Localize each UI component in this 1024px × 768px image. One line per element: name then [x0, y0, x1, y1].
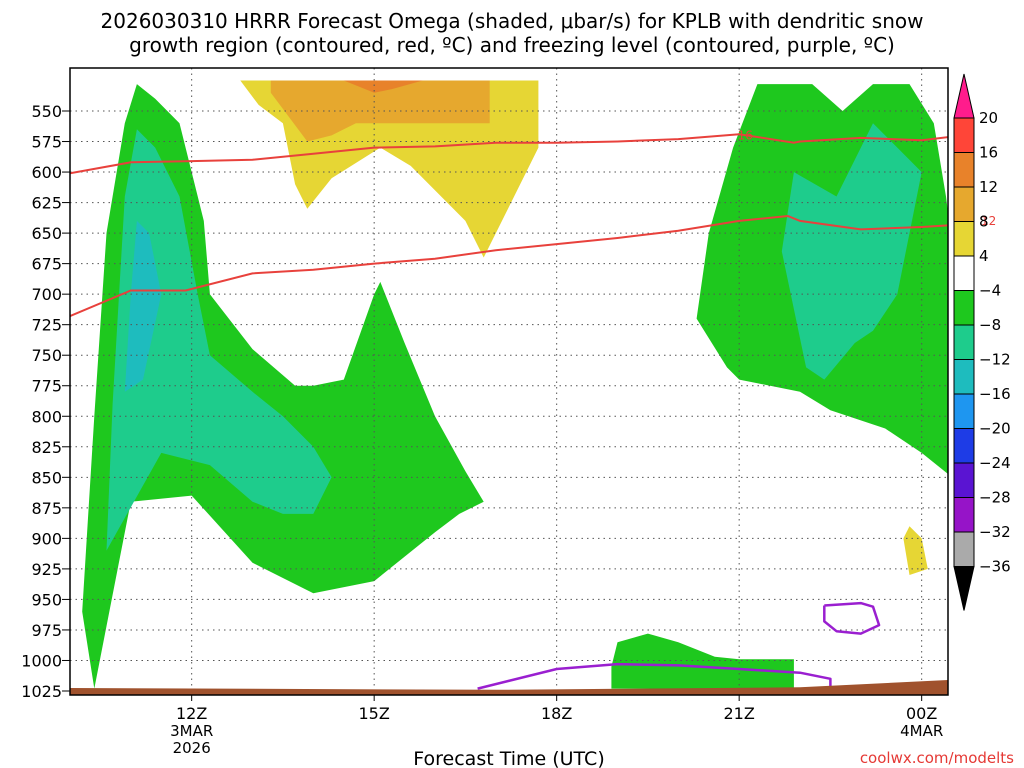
colorbar-label-7: −12	[979, 351, 1011, 369]
y-tick-label-850: 850	[31, 468, 62, 487]
colorbar-label-4: 4	[979, 247, 989, 265]
dotted-grid	[70, 68, 948, 695]
omega-shading	[82, 80, 1024, 689]
chart-title-line-1: 2026030310 HRRR Forecast Omega (shaded, …	[101, 9, 924, 33]
y-tick-label-1025: 1025	[21, 682, 62, 701]
y-tick-label-900: 900	[31, 529, 62, 548]
omega-region--8to-4-1	[611, 633, 794, 689]
y-tick-label-675: 675	[31, 255, 62, 274]
colorbar-segment-9	[953, 393, 975, 429]
x-tick-label-00Z: 00Z	[906, 704, 937, 723]
x-axis-label: Forecast Time (UTC)	[413, 748, 604, 768]
y-tick-label-875: 875	[31, 499, 62, 518]
y-tick-label-700: 700	[31, 285, 62, 304]
y-tick-label-925: 925	[31, 560, 62, 579]
x-axis-ticks: 12Z3MAR202615Z18Z21Z00Z4MAR03Z	[170, 695, 943, 757]
colorbar-segment-5	[953, 255, 975, 291]
colorbar-segment-8	[953, 359, 975, 395]
colorbar-label-5: −4	[979, 282, 1001, 300]
y-tick-label-575: 575	[31, 133, 62, 152]
y-tick-label-825: 825	[31, 438, 62, 457]
y-tick-label-725: 725	[31, 316, 62, 335]
y-tick-label-775: 775	[31, 377, 62, 396]
x-date-label-12Z-0: 3MAR	[170, 722, 213, 740]
omega-region--16to-12-0	[124, 220, 162, 392]
omega-region-12to16-0	[343, 80, 423, 93]
y-axis-ticks: 550 575 600 625 650 675 700 725 750 775 800 825 850 8…	[21, 102, 70, 701]
terrain-surface	[70, 680, 948, 695]
omega-region--12to-8-2	[1001, 221, 1024, 441]
freezing-level-contours	[477, 601, 881, 690]
omega-region--12to-8-1	[781, 123, 922, 380]
x-date-label-12Z-1: 2026	[173, 739, 211, 757]
dgz-contour-label-1: 12	[981, 214, 996, 228]
colorbar-segment-13	[953, 531, 975, 567]
omega-region-8to12-0	[270, 80, 490, 142]
plot-frame	[69, 67, 949, 696]
colorbar-label-10: −24	[979, 454, 1011, 472]
y-tick-label-975: 975	[31, 621, 62, 640]
dgz-contour-label-0: 16	[738, 128, 753, 142]
colorbar-segment-2	[953, 152, 975, 188]
x-tick-label-12Z: 12Z	[176, 704, 207, 723]
y-tick-label-1000: 1000	[21, 651, 62, 670]
colorbar-label-3: 8	[979, 213, 989, 231]
colorbar-label-6: −8	[979, 316, 1001, 334]
freezing-line-1	[823, 601, 881, 635]
x-tick-label-18Z: 18Z	[541, 704, 572, 723]
colorbar-label-8: −16	[979, 385, 1011, 403]
colorbar-segment-7	[953, 324, 975, 360]
y-tick-label-950: 950	[31, 590, 62, 609]
colorbar-bottom-triangle	[953, 566, 975, 611]
colorbar-label-11: −28	[979, 489, 1011, 507]
x-tick-label-15Z: 15Z	[359, 704, 390, 723]
colorbar-label-12: −32	[979, 523, 1011, 541]
colorbar-segment-12	[953, 497, 975, 533]
y-tick-label-750: 750	[31, 346, 62, 365]
omega-region-4to8-1	[903, 526, 928, 575]
colorbar-label-1: 16	[979, 144, 998, 162]
y-tick-label-550: 550	[31, 102, 62, 121]
colorbar-label-13: −36	[979, 558, 1011, 576]
plot-area	[70, 68, 1024, 695]
colorbar-segment-1	[953, 117, 975, 153]
y-tick-label-625: 625	[31, 194, 62, 213]
omega-region--12to-8-0	[106, 129, 332, 551]
colorbar-label-9: −20	[979, 420, 1011, 438]
colorbar-segment-4	[953, 221, 975, 257]
colorbar-segment-11	[953, 462, 975, 498]
colorbar-segment-10	[953, 428, 975, 464]
colorbar-segment-3	[953, 186, 975, 222]
dgz-line-1	[70, 214, 948, 318]
freezing-line-0	[477, 662, 832, 690]
y-tick-label-800: 800	[31, 407, 62, 426]
colorbar-top-triangle	[953, 73, 975, 119]
colorbar-label-0: 20	[979, 109, 998, 127]
chart-title-line-2: growth region (contoured, red, ºC) and f…	[129, 33, 895, 57]
source-credit: coolwx.com/modelts	[860, 749, 1014, 767]
colorbar-label-2: 12	[979, 178, 998, 196]
x-date-label-00Z-0: 4MAR	[900, 722, 943, 740]
dgz-contours	[70, 133, 948, 318]
colorbar-segment-6	[953, 290, 975, 326]
y-tick-label-600: 600	[31, 163, 62, 182]
x-tick-label-21Z: 21Z	[724, 704, 755, 723]
y-tick-label-650: 650	[31, 224, 62, 243]
dgz-line-0	[70, 133, 948, 175]
